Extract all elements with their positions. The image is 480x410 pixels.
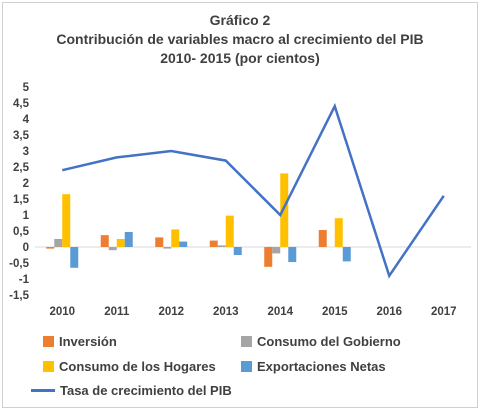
bar-consumo-de-los-hogares: [280, 173, 289, 247]
y-tick-label: -0,5: [9, 258, 29, 270]
legend-swatch-exportaciones: [241, 360, 252, 372]
x-tick-label: 2017: [431, 306, 457, 318]
bar-consumo-del-gobierno: [108, 247, 117, 251]
x-tick-label: 2016: [376, 306, 402, 318]
bar-exportaciones-netas: [233, 247, 242, 255]
line-tasa-pib: [61, 102, 445, 279]
legend-item-inversion: Inversión: [43, 332, 117, 350]
bar-inversión: [209, 240, 218, 247]
bar-inversión: [318, 230, 327, 247]
bar-exportaciones-netas: [124, 231, 133, 247]
y-tick-label: -1: [19, 274, 30, 286]
bar-consumo-de-los-hogares: [225, 215, 234, 247]
y-tick-label: 2: [23, 178, 29, 190]
bar-consumo-del-gobierno: [54, 239, 63, 247]
y-tick-label: 5: [23, 82, 30, 94]
bar-inversión: [264, 247, 273, 267]
legend-swatch-inversion: [43, 335, 54, 347]
bar-consumo-del-gobierno: [272, 247, 281, 254]
y-tick-label: 1,5: [13, 194, 30, 206]
y-tick-label: 3: [23, 146, 29, 158]
x-tick-label: 2011: [104, 306, 130, 318]
chart-title-line-3: 2010- 2015 (por cientos): [160, 50, 320, 66]
bar-exportaciones-netas: [70, 247, 79, 268]
legend-item-exportaciones: Exportaciones Netas: [241, 357, 386, 375]
chart-title: Gráfico 2 Contribución de variables macr…: [3, 11, 477, 68]
bar-inversión: [100, 235, 109, 247]
legend-label-inversion: Inversión: [59, 333, 117, 349]
bar-exportaciones-netas: [288, 247, 297, 263]
legend: Inversión Consumo del Gobierno Consumo d…: [3, 327, 477, 405]
legend-swatch-consumo-gobierno: [241, 335, 252, 347]
y-tick-label: 0,5: [13, 226, 30, 238]
x-tick-label: 2015: [322, 306, 348, 318]
legend-label-exportaciones: Exportaciones Netas: [257, 358, 386, 374]
y-tick-label: 1: [23, 210, 30, 222]
legend-label-consumo-gobierno: Consumo del Gobierno: [257, 333, 401, 349]
bar-consumo-de-los-hogares: [62, 194, 71, 247]
legend-item-consumo-hogares: Consumo de los Hogares: [43, 357, 216, 375]
bar-inversión: [155, 237, 164, 247]
y-tick-label: 2,5: [13, 162, 30, 174]
y-tick-label: 0: [23, 242, 29, 254]
bar-consumo-del-gobierno: [217, 245, 226, 247]
y-tick-label: -1,5: [9, 290, 29, 302]
x-tick-label: 2013: [213, 306, 239, 318]
legend-label-tasa-pib: Tasa de crecimiento del PIB: [60, 382, 232, 398]
bar-consumo-de-los-hogares: [334, 218, 343, 247]
bar-exportaciones-netas: [342, 247, 351, 262]
chart-title-line-1: Gráfico 2: [209, 12, 271, 28]
bar-consumo-de-los-hogares: [116, 239, 125, 247]
bar-exportaciones-netas: [179, 241, 188, 247]
legend-item-tasa-pib: Tasa de crecimiento del PIB: [31, 381, 232, 399]
x-tick-label: 2010: [49, 306, 75, 318]
legend-item-consumo-gobierno: Consumo del Gobierno: [241, 332, 401, 350]
legend-label-consumo-hogares: Consumo de los Hogares: [59, 358, 216, 374]
x-tick-label: 2014: [267, 306, 293, 318]
chart-title-line-2: Contribución de variables macro al creci…: [56, 31, 424, 47]
y-tick-label: 4: [23, 114, 30, 126]
x-tick-label: 2012: [158, 306, 184, 318]
legend-swatch-tasa-pib: [31, 388, 55, 392]
y-tick-label: 4,5: [13, 98, 30, 110]
bar-inversión: [46, 247, 55, 249]
y-tick-label: 3,5: [13, 130, 30, 142]
legend-swatch-consumo-hogares: [43, 360, 54, 372]
plot-area: 5 4,5 4 3,5 3 2,5 2 1,5 1 0,5 0 -0,5 -1 -1,5 2010 2011 2…: [9, 82, 471, 318]
bar-consumo-del-gobierno: [163, 247, 172, 249]
bar-consumo-de-los-hogares: [171, 229, 180, 247]
